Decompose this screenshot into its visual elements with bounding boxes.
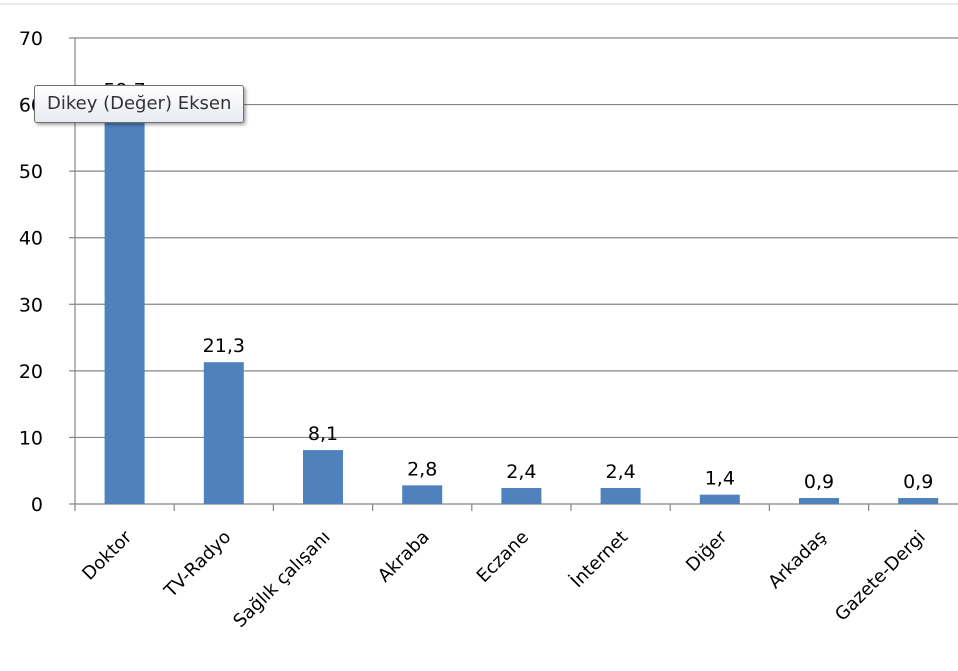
y-tick-label: 50 — [19, 161, 43, 183]
y-tick-label: 40 — [19, 228, 43, 250]
data-label: 21,3 — [203, 335, 245, 357]
bar[interactable] — [501, 488, 542, 504]
bar[interactable] — [203, 362, 244, 504]
x-category-label: Diğer — [682, 526, 732, 576]
y-tick-label: 10 — [19, 427, 43, 449]
bar[interactable] — [104, 106, 145, 504]
bar[interactable] — [303, 450, 343, 504]
x-category-label: Arkadaş — [764, 527, 830, 593]
bar[interactable] — [799, 498, 839, 504]
x-category-label: Sağlık çalışanı — [229, 527, 334, 632]
bar[interactable] — [699, 494, 740, 504]
y-tick-label: 30 — [19, 294, 43, 316]
x-category-label: TV-Radyo — [160, 527, 236, 603]
y-tick-label: 0 — [31, 494, 43, 516]
bar[interactable] — [402, 485, 443, 504]
data-label: 1,4 — [705, 468, 735, 490]
data-label: 0,9 — [903, 471, 933, 493]
x-category-label: Gazete-Dergi — [831, 527, 930, 626]
y-tick-label: 20 — [19, 361, 43, 383]
bar[interactable] — [600, 488, 641, 504]
bars — [104, 106, 939, 504]
data-label: 2,4 — [605, 461, 635, 483]
data-label: 0,9 — [804, 471, 834, 493]
data-label: 2,4 — [506, 461, 536, 483]
data-label: 2,8 — [407, 458, 437, 480]
x-category-label: Doktor — [78, 526, 136, 584]
x-category-label: Eczane — [473, 527, 533, 587]
x-category-label: İnternet — [567, 527, 632, 592]
axis-tooltip: Dikey (Değer) Eksen — [34, 85, 245, 123]
y-tick-label: 70 — [19, 28, 43, 50]
data-label: 8,1 — [308, 423, 338, 445]
bar[interactable] — [898, 498, 939, 504]
x-category-label: Akraba — [374, 527, 434, 587]
